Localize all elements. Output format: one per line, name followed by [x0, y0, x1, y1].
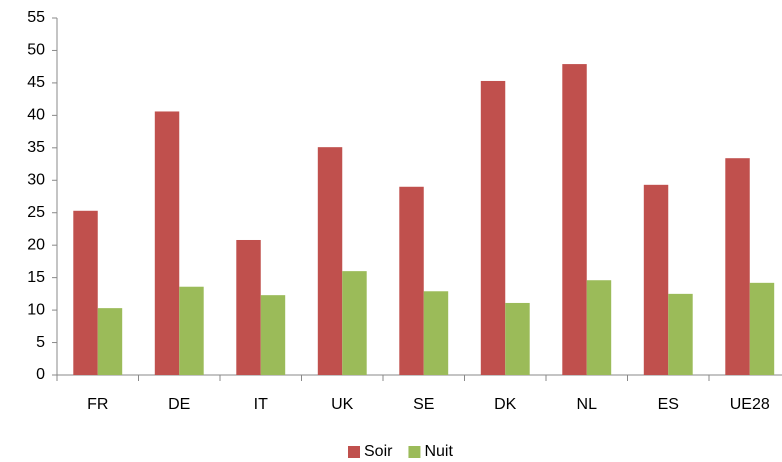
bar: [562, 64, 587, 376]
y-tick-label: 30: [27, 171, 45, 188]
bar: [73, 210, 98, 375]
legend-label: Soir: [364, 443, 393, 460]
bar: [97, 308, 123, 375]
bar: [317, 147, 343, 375]
legend-label: Nuit: [424, 443, 453, 460]
bar: [260, 295, 286, 375]
x-tick-label: FR: [87, 396, 108, 413]
x-tick-label: ES: [658, 396, 679, 413]
legend-swatch: [348, 446, 360, 458]
x-tick-label: UK: [331, 396, 354, 413]
y-tick-label: 25: [27, 204, 45, 221]
bar: [586, 280, 612, 375]
x-tick-label: UE28: [730, 396, 770, 413]
x-tick-label: IT: [254, 396, 268, 413]
legend-swatch: [408, 446, 421, 458]
bar: [480, 80, 506, 375]
bar: [643, 184, 669, 375]
bar: [399, 186, 424, 375]
bar: [179, 286, 204, 375]
y-tick-label: 50: [27, 42, 45, 59]
bar: [668, 293, 693, 375]
bar: [423, 291, 449, 375]
bar: [154, 111, 180, 376]
x-tick-label: SE: [413, 396, 434, 413]
y-tick-label: 45: [27, 74, 45, 91]
bar: [749, 282, 775, 375]
bar: [505, 302, 530, 375]
y-tick-label: 5: [36, 334, 45, 351]
y-tick-label: 15: [27, 269, 45, 286]
y-tick-label: 40: [27, 107, 45, 124]
x-tick-label: DK: [494, 396, 517, 413]
y-tick-label: 55: [27, 9, 45, 26]
y-tick-label: 35: [27, 139, 45, 156]
bar: [725, 158, 750, 375]
bar: [342, 271, 367, 375]
x-tick-label: DE: [168, 396, 190, 413]
y-tick-label: 0: [36, 366, 45, 383]
y-tick-label: 20: [27, 236, 45, 253]
bar: [236, 239, 261, 375]
x-tick-label: NL: [577, 396, 598, 413]
y-tick-label: 10: [27, 301, 45, 318]
